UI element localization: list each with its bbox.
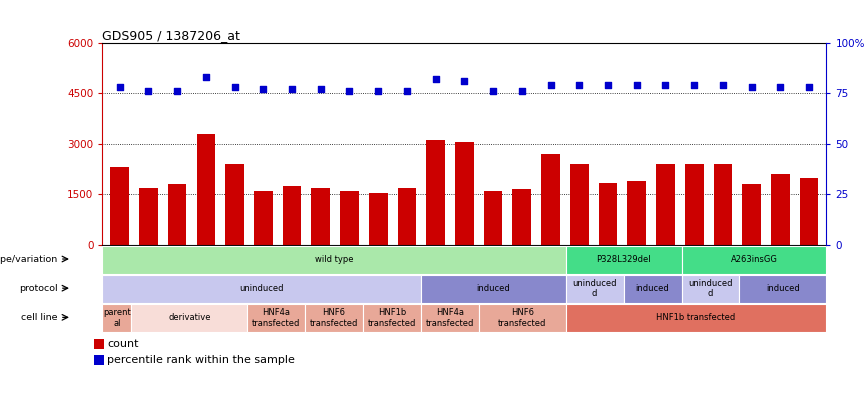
Bar bbox=[623, 275, 681, 303]
Point bbox=[543, 82, 557, 88]
Point bbox=[199, 74, 213, 80]
Bar bbox=[628, 181, 646, 245]
Point bbox=[314, 86, 328, 92]
Bar bbox=[740, 275, 826, 303]
Point bbox=[572, 82, 586, 88]
Point bbox=[113, 84, 127, 90]
Point bbox=[630, 82, 644, 88]
Point bbox=[486, 88, 500, 94]
Bar bbox=[566, 245, 681, 274]
Text: HNF4a
transfected: HNF4a transfected bbox=[252, 308, 300, 328]
Bar bbox=[168, 184, 187, 245]
Bar bbox=[340, 191, 358, 245]
Bar bbox=[681, 275, 740, 303]
Bar bbox=[455, 142, 474, 245]
Point bbox=[515, 88, 529, 94]
Text: HNF1b
transfected: HNF1b transfected bbox=[368, 308, 416, 328]
Point bbox=[745, 84, 759, 90]
Bar bbox=[306, 304, 363, 332]
Bar bbox=[685, 164, 704, 245]
Bar bbox=[566, 275, 623, 303]
Point bbox=[601, 82, 615, 88]
Bar bbox=[102, 304, 131, 332]
Point bbox=[256, 86, 270, 92]
Text: derivative: derivative bbox=[168, 313, 211, 322]
Text: cell line: cell line bbox=[22, 313, 58, 322]
Text: parent
al: parent al bbox=[103, 308, 131, 328]
Point bbox=[716, 82, 730, 88]
Point bbox=[773, 84, 787, 90]
Bar bbox=[426, 141, 445, 245]
Text: uninduced: uninduced bbox=[240, 284, 284, 293]
Point bbox=[400, 88, 414, 94]
Bar bbox=[369, 193, 387, 245]
Point bbox=[457, 78, 471, 84]
Text: uninduced
d: uninduced d bbox=[572, 279, 617, 298]
Bar bbox=[421, 304, 479, 332]
Text: GDS905 / 1387206_at: GDS905 / 1387206_at bbox=[102, 30, 240, 43]
Point bbox=[802, 84, 816, 90]
Bar bbox=[479, 304, 566, 332]
Bar bbox=[131, 304, 247, 332]
Bar bbox=[742, 184, 761, 245]
Bar bbox=[799, 177, 819, 245]
Bar bbox=[681, 245, 826, 274]
Bar bbox=[566, 304, 826, 332]
Bar bbox=[196, 134, 215, 245]
Text: percentile rank within the sample: percentile rank within the sample bbox=[108, 355, 295, 365]
Text: uninduced
d: uninduced d bbox=[688, 279, 733, 298]
Bar bbox=[713, 164, 733, 245]
Point bbox=[227, 84, 241, 90]
Text: induced: induced bbox=[766, 284, 799, 293]
Bar bbox=[225, 164, 244, 245]
Bar bbox=[94, 355, 103, 365]
Text: induced: induced bbox=[635, 284, 669, 293]
Bar bbox=[102, 275, 421, 303]
Point bbox=[170, 88, 184, 94]
Bar bbox=[283, 186, 301, 245]
Text: HNF4a
transfected: HNF4a transfected bbox=[425, 308, 474, 328]
Point bbox=[372, 88, 385, 94]
Bar bbox=[421, 275, 566, 303]
Bar bbox=[139, 188, 158, 245]
Bar bbox=[94, 339, 103, 349]
Point bbox=[687, 82, 701, 88]
Text: count: count bbox=[108, 339, 139, 349]
Point bbox=[429, 76, 443, 82]
Bar bbox=[512, 190, 531, 245]
Bar bbox=[312, 188, 330, 245]
Text: wild type: wild type bbox=[315, 255, 353, 264]
Text: genotype/variation: genotype/variation bbox=[0, 254, 58, 264]
Point bbox=[141, 88, 155, 94]
Bar bbox=[110, 167, 129, 245]
Point bbox=[343, 88, 357, 94]
Bar bbox=[483, 191, 503, 245]
Point bbox=[659, 82, 673, 88]
Text: HNF6
transfected: HNF6 transfected bbox=[498, 308, 547, 328]
Bar bbox=[656, 164, 674, 245]
Bar bbox=[247, 304, 306, 332]
Text: A263insGG: A263insGG bbox=[731, 255, 778, 264]
Text: HNF6
transfected: HNF6 transfected bbox=[310, 308, 358, 328]
Text: P328L329del: P328L329del bbox=[596, 255, 651, 264]
Bar bbox=[599, 183, 617, 245]
Bar bbox=[771, 174, 790, 245]
Bar bbox=[398, 188, 417, 245]
Text: induced: induced bbox=[477, 284, 510, 293]
Point bbox=[285, 86, 299, 92]
Bar bbox=[363, 304, 421, 332]
Bar bbox=[542, 154, 560, 245]
Bar bbox=[570, 164, 589, 245]
Text: HNF1b transfected: HNF1b transfected bbox=[656, 313, 736, 322]
Bar bbox=[102, 245, 566, 274]
Bar bbox=[254, 191, 273, 245]
Text: protocol: protocol bbox=[19, 284, 58, 293]
